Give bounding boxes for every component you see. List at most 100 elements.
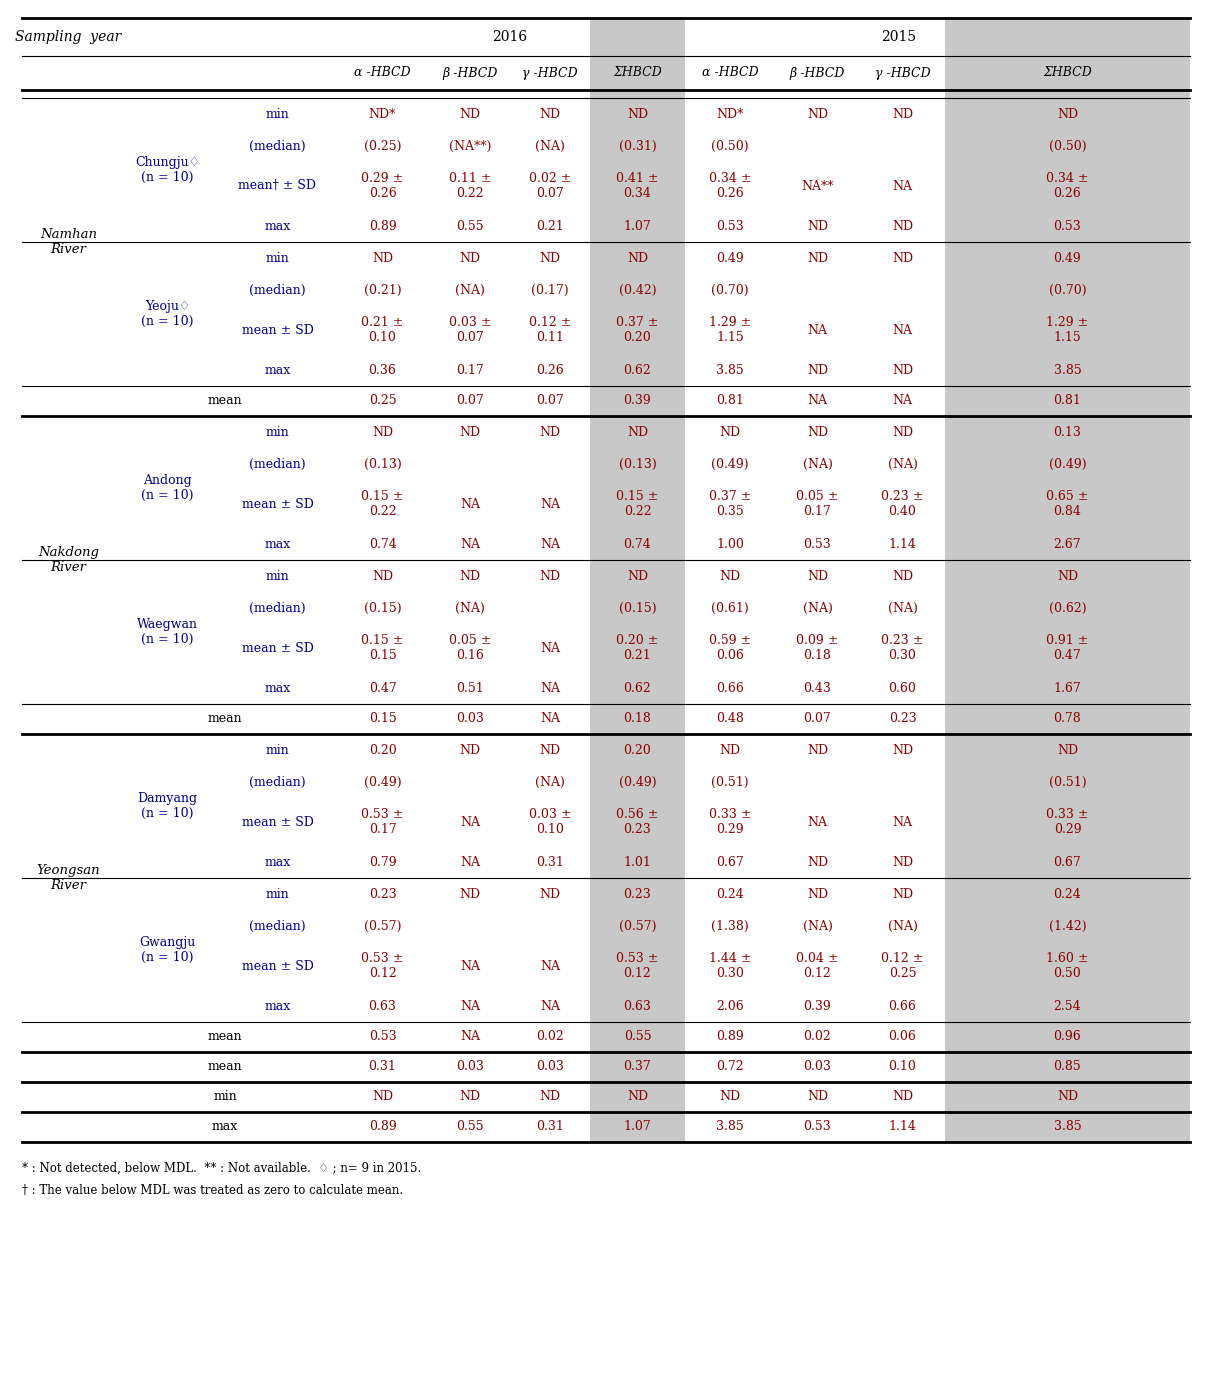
Text: * : Not detected, below MDL.  ** : Not available.  ♢ ; n= 9 in 2015.: * : Not detected, below MDL. ** : Not av… — [22, 1163, 421, 1175]
Text: max: max — [264, 219, 290, 233]
Text: (NA): (NA) — [455, 283, 485, 297]
Text: 0.37 ±
0.20: 0.37 ± 0.20 — [616, 316, 658, 344]
Text: 3.85: 3.85 — [716, 1121, 744, 1133]
Text: 0.23: 0.23 — [623, 888, 651, 901]
Text: mean ± SD: mean ± SD — [242, 641, 313, 655]
Text: (0.49): (0.49) — [1049, 457, 1087, 471]
Text: 0.12 ±
0.25: 0.12 ± 0.25 — [881, 952, 923, 980]
Text: ND*: ND* — [716, 107, 744, 120]
Text: max: max — [264, 364, 290, 376]
Text: 0.39: 0.39 — [803, 999, 831, 1012]
Text: ND: ND — [540, 1090, 560, 1104]
Text: ND: ND — [807, 251, 828, 265]
Text: ND: ND — [807, 1090, 828, 1104]
Text: 0.34 ±
0.26: 0.34 ± 0.26 — [709, 171, 751, 201]
Text: 1.00: 1.00 — [716, 538, 744, 551]
Text: (0.17): (0.17) — [531, 283, 569, 297]
Text: 0.48: 0.48 — [716, 712, 744, 725]
Text: ΣHBCD: ΣHBCD — [1043, 67, 1091, 79]
Text: 1.07: 1.07 — [623, 1121, 651, 1133]
Text: min: min — [266, 425, 289, 439]
Text: ND: ND — [892, 743, 914, 757]
Text: min: min — [266, 743, 289, 757]
Text: 0.20: 0.20 — [623, 743, 651, 757]
Text: ND: ND — [892, 570, 914, 583]
Text: 0.34 ±
0.26: 0.34 ± 0.26 — [1047, 171, 1089, 201]
Text: ND: ND — [371, 251, 393, 265]
Text: ΣHBCD: ΣHBCD — [613, 67, 662, 79]
Text: (NA): (NA) — [535, 775, 565, 789]
Text: 0.37 ±
0.35: 0.37 ± 0.35 — [709, 489, 751, 519]
Text: ND: ND — [720, 1090, 741, 1104]
Text: 0.66: 0.66 — [888, 999, 916, 1012]
Text: (median): (median) — [249, 283, 306, 297]
Text: 0.23 ±
0.30: 0.23 ± 0.30 — [881, 634, 923, 662]
Text: 0.15: 0.15 — [369, 712, 397, 725]
Text: NA: NA — [893, 180, 912, 192]
Text: NA: NA — [807, 815, 828, 828]
Text: (0.50): (0.50) — [1049, 139, 1087, 152]
Text: 0.59 ±
0.06: 0.59 ± 0.06 — [709, 634, 751, 662]
Text: ND*: ND* — [369, 107, 396, 120]
Text: 0.23 ±
0.40: 0.23 ± 0.40 — [881, 489, 923, 519]
Text: ND: ND — [720, 743, 741, 757]
Text: ND: ND — [807, 107, 828, 120]
Text: ND: ND — [892, 425, 914, 439]
Text: (median): (median) — [249, 920, 306, 933]
Text: β -HBCD: β -HBCD — [790, 67, 846, 79]
Text: ND: ND — [540, 888, 560, 901]
Text: NA: NA — [807, 323, 828, 336]
Text: (0.49): (0.49) — [364, 775, 402, 789]
Text: (0.57): (0.57) — [364, 920, 402, 933]
Text: (0.62): (0.62) — [1049, 601, 1087, 615]
Text: ND: ND — [540, 107, 560, 120]
Text: 0.81: 0.81 — [716, 395, 744, 407]
Text: (0.49): (0.49) — [711, 457, 749, 471]
Text: ND: ND — [892, 888, 914, 901]
Text: NA: NA — [893, 323, 912, 336]
Text: Nakdong
River: Nakdong River — [38, 546, 99, 574]
Text: 0.72: 0.72 — [716, 1061, 744, 1073]
Text: α -HBCD: α -HBCD — [702, 67, 759, 79]
Text: Yeoju♢
(n = 10): Yeoju♢ (n = 10) — [142, 300, 194, 328]
Text: ND: ND — [460, 888, 480, 901]
Text: max: max — [264, 856, 290, 868]
Text: (0.61): (0.61) — [711, 601, 749, 615]
Text: 0.89: 0.89 — [369, 1121, 397, 1133]
Text: 0.33 ±
0.29: 0.33 ± 0.29 — [1047, 807, 1089, 836]
Text: α -HBCD: α -HBCD — [355, 67, 411, 79]
Text: 1.07: 1.07 — [623, 219, 651, 233]
Text: (0.25): (0.25) — [364, 139, 402, 152]
Text: Sampling  year: Sampling year — [16, 31, 122, 45]
Text: Damyang
(n = 10): Damyang (n = 10) — [138, 792, 197, 820]
Text: NA: NA — [540, 641, 560, 655]
Text: 0.05 ±
0.16: 0.05 ± 0.16 — [449, 634, 491, 662]
Text: 0.03: 0.03 — [456, 712, 484, 725]
Text: ND: ND — [371, 1090, 393, 1104]
Text: 1.14: 1.14 — [888, 1121, 916, 1133]
Text: min: min — [266, 570, 289, 583]
Text: (0.50): (0.50) — [711, 139, 749, 152]
Text: 0.67: 0.67 — [1054, 856, 1082, 868]
Text: Chungju♢
(n = 10): Chungju♢ (n = 10) — [136, 156, 200, 184]
Text: mean: mean — [208, 395, 242, 407]
Text: NA: NA — [460, 538, 480, 551]
Text: 0.21: 0.21 — [536, 219, 564, 233]
Text: 1.29 ±
1.15: 1.29 ± 1.15 — [1047, 316, 1089, 344]
Text: (0.57): (0.57) — [618, 920, 656, 933]
Text: (median): (median) — [249, 457, 306, 471]
Text: 0.03: 0.03 — [803, 1061, 831, 1073]
Text: NA: NA — [540, 712, 560, 725]
Text: 0.55: 0.55 — [623, 1030, 651, 1044]
Text: 0.49: 0.49 — [716, 251, 744, 265]
Text: 0.66: 0.66 — [716, 682, 744, 694]
Text: ND: ND — [892, 251, 914, 265]
Text: 0.20 ±
0.21: 0.20 ± 0.21 — [616, 634, 658, 662]
Text: ND: ND — [627, 251, 649, 265]
Text: min: min — [266, 251, 289, 265]
Text: Andong
(n = 10): Andong (n = 10) — [142, 474, 194, 502]
Text: NA: NA — [460, 498, 480, 510]
Text: 0.56 ±
0.23: 0.56 ± 0.23 — [616, 807, 658, 836]
Text: 0.53 ±
0.17: 0.53 ± 0.17 — [362, 807, 404, 836]
Text: 0.78: 0.78 — [1054, 712, 1082, 725]
